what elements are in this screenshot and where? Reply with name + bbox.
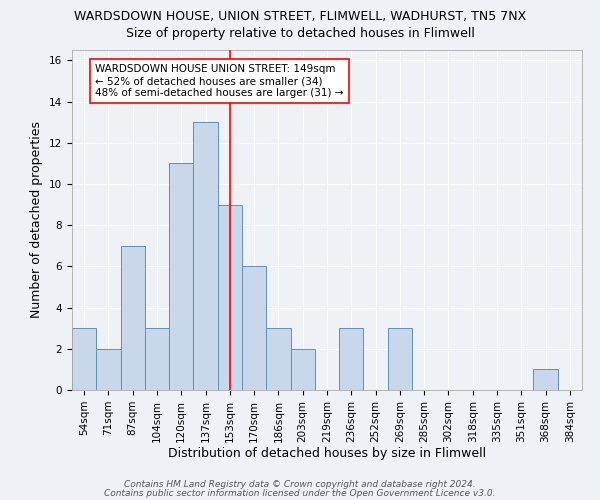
- Text: Contains public sector information licensed under the Open Government Licence v3: Contains public sector information licen…: [104, 488, 496, 498]
- Bar: [72, 328, 96, 390]
- Bar: [96, 349, 121, 390]
- Bar: [533, 370, 558, 390]
- Bar: [121, 246, 145, 390]
- Y-axis label: Number of detached properties: Number of detached properties: [31, 122, 43, 318]
- Bar: [145, 328, 169, 390]
- Bar: [388, 328, 412, 390]
- Bar: [290, 349, 315, 390]
- Bar: [193, 122, 218, 390]
- Bar: [242, 266, 266, 390]
- Bar: [218, 204, 242, 390]
- Text: Size of property relative to detached houses in Flimwell: Size of property relative to detached ho…: [125, 28, 475, 40]
- Text: Contains HM Land Registry data © Crown copyright and database right 2024.: Contains HM Land Registry data © Crown c…: [124, 480, 476, 489]
- Bar: [266, 328, 290, 390]
- X-axis label: Distribution of detached houses by size in Flimwell: Distribution of detached houses by size …: [168, 448, 486, 460]
- Text: WARDSDOWN HOUSE UNION STREET: 149sqm
← 52% of detached houses are smaller (34)
4: WARDSDOWN HOUSE UNION STREET: 149sqm ← 5…: [95, 64, 344, 98]
- Bar: [169, 164, 193, 390]
- Text: WARDSDOWN HOUSE, UNION STREET, FLIMWELL, WADHURST, TN5 7NX: WARDSDOWN HOUSE, UNION STREET, FLIMWELL,…: [74, 10, 526, 23]
- Bar: [339, 328, 364, 390]
